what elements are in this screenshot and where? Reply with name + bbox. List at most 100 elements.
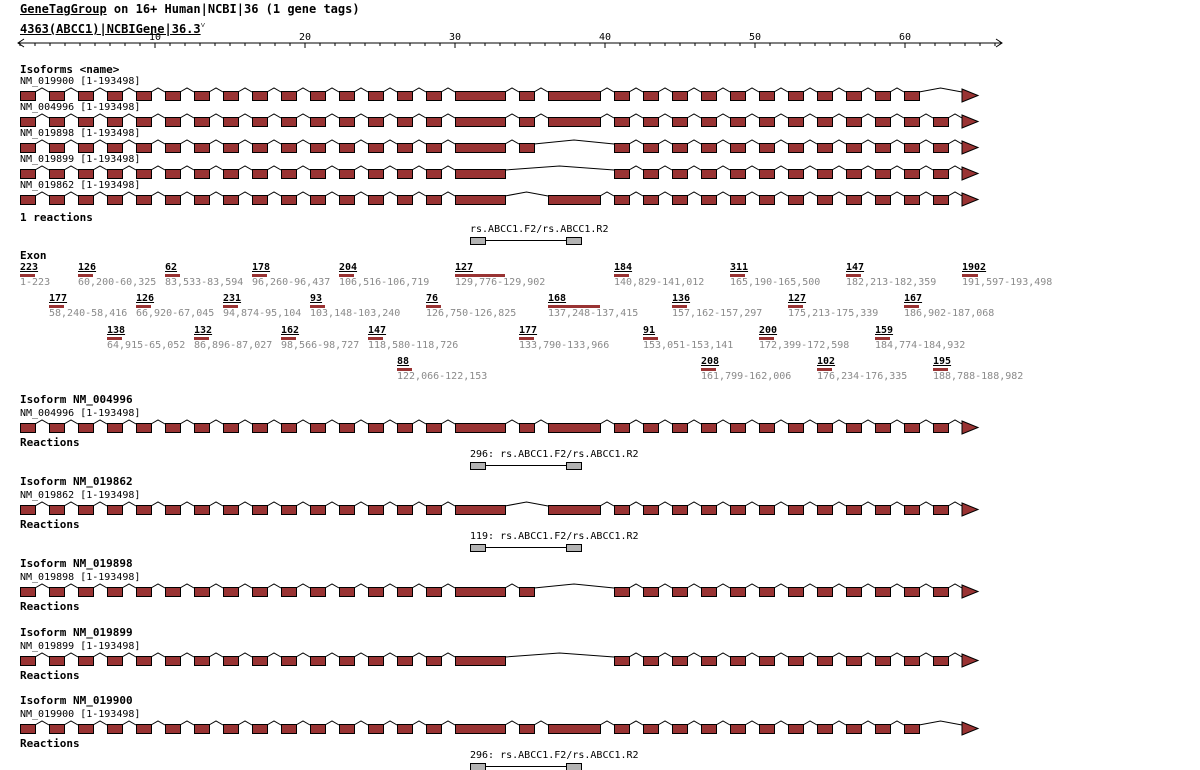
gene-model-track-3[interactable] bbox=[0, 165, 1010, 186]
exon-length-link[interactable]: 159 bbox=[875, 325, 894, 336]
exon-length-link[interactable]: 177 bbox=[49, 293, 68, 304]
exon-length-link[interactable]: 177 bbox=[519, 325, 538, 336]
isoform-track-2[interactable] bbox=[0, 583, 1010, 604]
exon-range: 182,213-182,359 bbox=[846, 277, 937, 288]
exon-length-link[interactable]: 91 bbox=[643, 325, 656, 336]
exon-length-link[interactable]: 62 bbox=[165, 262, 178, 273]
exon-length-link[interactable]: 76 bbox=[426, 293, 439, 304]
isoform-track-3[interactable] bbox=[0, 652, 1010, 673]
track-label: NM_019900 [1-193498] bbox=[20, 76, 141, 87]
primer-F2-box[interactable] bbox=[470, 462, 486, 470]
exon-tick bbox=[730, 274, 745, 277]
exon-length-link[interactable]: 204 bbox=[339, 262, 358, 273]
reactions-heading: Reactions bbox=[20, 436, 80, 449]
amplicon-line bbox=[477, 240, 573, 241]
exon-length-link[interactable]: 162 bbox=[281, 325, 300, 336]
group-title-link[interactable]: GeneTagGroup bbox=[20, 2, 107, 16]
gene-model-track-4[interactable] bbox=[0, 191, 1010, 212]
track-label: NM_019899 [1-193498] bbox=[20, 154, 141, 165]
reaction-label: 296: rs.ABCC1.F2/rs.ABCC1.R2 bbox=[470, 750, 639, 761]
isoform-track-0[interactable] bbox=[0, 419, 1010, 440]
exon-length-link[interactable]: 88 bbox=[397, 356, 410, 367]
reaction-graphic: 119: rs.ABCC1.F2/rs.ABCC1.R2 bbox=[0, 531, 1010, 552]
exon-range: 106,516-106,719 bbox=[339, 277, 430, 288]
exon-label-3: 126 60,200-60,325 bbox=[78, 262, 156, 288]
primer-R2-box[interactable] bbox=[566, 763, 582, 770]
exon-length-link[interactable]: 138 bbox=[107, 325, 126, 336]
exon-label-23: 311 165,190-165,500 bbox=[730, 262, 820, 288]
exon-tick bbox=[339, 274, 354, 277]
exon-length-link[interactable]: 147 bbox=[846, 262, 865, 273]
exon-section-heading: Exon bbox=[20, 249, 47, 262]
exon-length-link[interactable]: 168 bbox=[548, 293, 567, 304]
primer-R2-box[interactable] bbox=[566, 237, 582, 245]
group-title-rest: on 16+ Human|NCBI|36 (1 gene tags) bbox=[106, 2, 360, 16]
exon-range: 126,750-126,825 bbox=[426, 308, 517, 319]
exon-tick bbox=[875, 337, 890, 340]
exon-tick bbox=[455, 274, 505, 277]
isoform-track-4[interactable] bbox=[0, 720, 1010, 741]
exon-length-link[interactable]: 195 bbox=[933, 356, 952, 367]
exon-length-link[interactable]: 136 bbox=[672, 293, 691, 304]
amplicon-line bbox=[477, 465, 573, 466]
exon-label-11: 93 103,148-103,240 bbox=[310, 293, 400, 319]
exon-tick bbox=[426, 305, 441, 308]
exon-length-link[interactable]: 200 bbox=[759, 325, 778, 336]
exon-length-link[interactable]: 311 bbox=[730, 262, 749, 273]
gene-model-track-2[interactable] bbox=[0, 139, 1010, 160]
exon-label-1: 223 1-223 bbox=[20, 262, 50, 288]
svg-text:60: 60 bbox=[899, 32, 911, 43]
track-label: NM_019899 [1-193498] bbox=[20, 641, 141, 652]
exon-tick bbox=[962, 274, 978, 277]
exon-length-link[interactable]: 208 bbox=[701, 356, 720, 367]
exon-range: 98,566-98,727 bbox=[281, 340, 360, 351]
gene-model-track-0[interactable] bbox=[0, 87, 1010, 108]
exon-length-link[interactable]: 102 bbox=[817, 356, 836, 367]
reactions-heading: Reactions bbox=[20, 600, 80, 613]
exon-label-26: 102 176,234-176,335 bbox=[817, 356, 907, 382]
exon-length-link[interactable]: 132 bbox=[194, 325, 213, 336]
isoform-section-heading-2: Isoform NM_019898 bbox=[20, 557, 133, 570]
exon-tick bbox=[614, 274, 629, 277]
isoforms-section-heading: Isoforms <name> bbox=[20, 63, 120, 76]
exon-length-link[interactable]: 93 bbox=[310, 293, 323, 304]
exon-label-16: 127 129,776-129,902 bbox=[455, 262, 545, 288]
exon-range: 175,213-175,339 bbox=[788, 308, 879, 319]
isoform-section-heading-0: Isoform NM_004996 bbox=[20, 393, 133, 406]
exon-label-29: 167 186,902-187,068 bbox=[904, 293, 994, 319]
gene-model-track-1[interactable] bbox=[0, 113, 1010, 134]
exon-tick bbox=[672, 305, 687, 308]
reactions-heading: Reactions bbox=[20, 737, 80, 750]
exon-length-link[interactable]: 231 bbox=[223, 293, 242, 304]
gene-title-link[interactable]: 4363(ABCC1)|NCBIGene|36.3 bbox=[20, 22, 201, 36]
exon-label-25: 127 175,213-175,339 bbox=[788, 293, 878, 319]
exon-length-link[interactable]: 1902 bbox=[962, 262, 987, 273]
exon-length-link[interactable]: 167 bbox=[904, 293, 923, 304]
isoform-section-heading-1: Isoform NM_019862 bbox=[20, 475, 133, 488]
track-label: NM_004996 [1-193498] bbox=[20, 408, 141, 419]
exon-length-link[interactable]: 223 bbox=[20, 262, 39, 273]
primer-F2-box[interactable] bbox=[470, 763, 486, 770]
primer-F2-box[interactable] bbox=[470, 237, 486, 245]
exon-tick bbox=[136, 305, 151, 308]
exon-length-link[interactable]: 126 bbox=[136, 293, 155, 304]
primer-F2-box[interactable] bbox=[470, 544, 486, 552]
exon-length-link[interactable]: 147 bbox=[368, 325, 387, 336]
reactions-heading: Reactions bbox=[20, 518, 80, 531]
exon-label-6: 62 83,533-83,594 bbox=[165, 262, 243, 288]
exon-length-link[interactable]: 127 bbox=[455, 262, 474, 273]
primer-R2-box[interactable] bbox=[566, 544, 582, 552]
exon-tick bbox=[397, 368, 412, 371]
exon-label-7: 132 86,896-87,027 bbox=[194, 325, 272, 351]
reaction-label: 296: rs.ABCC1.F2/rs.ABCC1.R2 bbox=[470, 449, 639, 460]
exon-length-link[interactable]: 184 bbox=[614, 262, 633, 273]
svg-text:20: 20 bbox=[299, 32, 311, 43]
exon-label-31: 1902 191,597-193,498 bbox=[962, 262, 1052, 288]
exon-length-link[interactable]: 127 bbox=[788, 293, 807, 304]
exon-length-link[interactable]: 178 bbox=[252, 262, 271, 273]
exon-tick bbox=[194, 337, 209, 340]
isoform-track-1[interactable] bbox=[0, 501, 1010, 522]
exon-label-24: 200 172,399-172,598 bbox=[759, 325, 849, 351]
primer-R2-box[interactable] bbox=[566, 462, 582, 470]
exon-length-link[interactable]: 126 bbox=[78, 262, 97, 273]
